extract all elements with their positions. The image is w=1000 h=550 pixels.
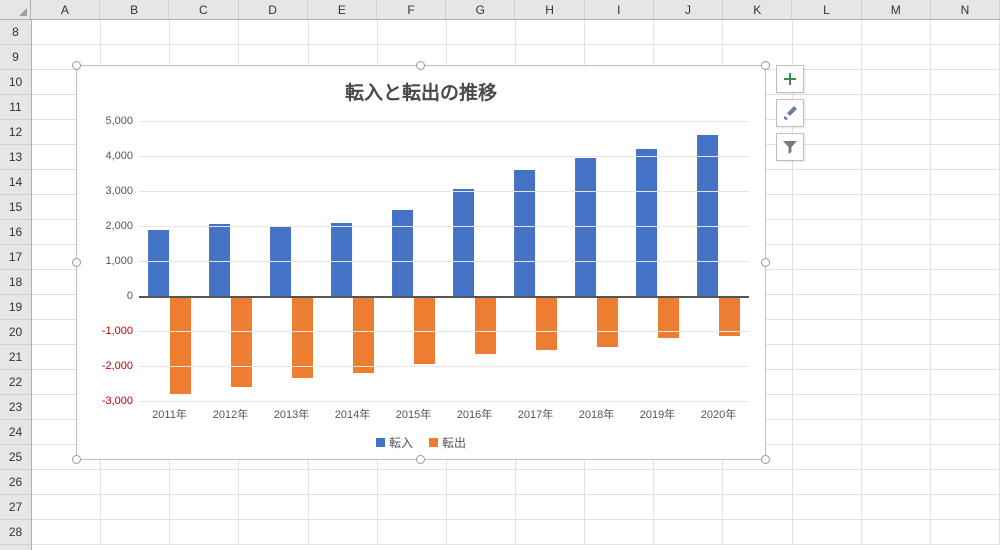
legend-item[interactable]: 転入	[376, 434, 413, 451]
y-axis-tick: 1,000	[89, 255, 139, 267]
column-header[interactable]: D	[239, 0, 308, 19]
chart-plot-area[interactable]: -3,000-2,000-1,00001,0002,0003,0004,0005…	[139, 121, 749, 401]
row-header[interactable]: 20	[0, 320, 31, 345]
y-axis-tick: 5,000	[89, 115, 139, 127]
y-axis-tick: 4,000	[89, 150, 139, 162]
bar-転入[interactable]	[392, 210, 414, 296]
legend-item[interactable]: 転出	[429, 434, 466, 451]
column-header[interactable]: F	[377, 0, 446, 19]
x-axis-label: 2013年	[261, 406, 322, 422]
resize-handle-t[interactable]	[416, 61, 425, 70]
column-header[interactable]: L	[792, 0, 861, 19]
row-header[interactable]: 27	[0, 495, 31, 520]
resize-handle-b[interactable]	[416, 455, 425, 464]
bar-転入[interactable]	[636, 149, 658, 296]
row-header[interactable]: 16	[0, 220, 31, 245]
x-axis-label: 2020年	[688, 406, 749, 422]
select-all-corner[interactable]	[0, 0, 31, 19]
row-header[interactable]: 15	[0, 195, 31, 220]
x-axis-label: 2015年	[383, 406, 444, 422]
legend-swatch	[429, 438, 438, 447]
x-axis-label: 2014年	[322, 406, 383, 422]
filter-icon	[782, 139, 798, 155]
bar-転出[interactable]	[353, 296, 375, 373]
resize-handle-tl[interactable]	[72, 61, 81, 70]
column-header[interactable]: G	[446, 0, 515, 19]
chart-styles-button[interactable]	[776, 99, 804, 127]
resize-handle-l[interactable]	[72, 258, 81, 267]
row-header[interactable]: 24	[0, 420, 31, 445]
column-header[interactable]: C	[169, 0, 238, 19]
column-header[interactable]: M	[862, 0, 931, 19]
plus-icon	[782, 71, 798, 87]
y-axis-tick: -3,000	[89, 395, 139, 407]
column-header[interactable]: A	[31, 0, 100, 19]
bar-転出[interactable]	[536, 296, 558, 350]
bar-転入[interactable]	[148, 230, 170, 297]
spreadsheet-sheet: ABCDEFGHIJKLMN 8910111213141516171819202…	[0, 0, 1000, 550]
row-header[interactable]: 10	[0, 70, 31, 95]
chart-elements-button[interactable]	[776, 65, 804, 93]
row-header[interactable]: 11	[0, 95, 31, 120]
x-axis-label: 2011年	[139, 406, 200, 422]
row-header[interactable]: 12	[0, 120, 31, 145]
resize-handle-bl[interactable]	[72, 455, 81, 464]
x-axis-label: 2019年	[627, 406, 688, 422]
row-header[interactable]: 9	[0, 45, 31, 70]
column-header[interactable]: E	[308, 0, 377, 19]
y-axis-tick: 3,000	[89, 185, 139, 197]
bar-転入[interactable]	[514, 170, 536, 296]
row-header[interactable]: 21	[0, 345, 31, 370]
resize-handle-br[interactable]	[761, 455, 770, 464]
column-header[interactable]: N	[931, 0, 1000, 19]
row-header[interactable]: 25	[0, 445, 31, 470]
bar-転入[interactable]	[453, 189, 475, 296]
y-axis-tick: -1,000	[89, 325, 139, 337]
x-axis-label: 2012年	[200, 406, 261, 422]
row-header[interactable]: 26	[0, 470, 31, 495]
bar-転出[interactable]	[170, 296, 192, 394]
resize-handle-tr[interactable]	[761, 61, 770, 70]
row-header[interactable]: 28	[0, 520, 31, 545]
chart-legend[interactable]: 転入 転出	[77, 434, 765, 451]
column-header[interactable]: B	[100, 0, 169, 19]
x-axis-label: 2017年	[505, 406, 566, 422]
bar-転入[interactable]	[331, 223, 353, 297]
brush-icon	[782, 105, 798, 121]
row-header[interactable]: 13	[0, 145, 31, 170]
column-header[interactable]: J	[654, 0, 723, 19]
column-header[interactable]: K	[723, 0, 792, 19]
y-axis-tick: -2,000	[89, 360, 139, 372]
chart-filter-button[interactable]	[776, 133, 804, 161]
chart-side-buttons	[776, 65, 806, 167]
legend-label: 転出	[442, 434, 466, 451]
bar-転出[interactable]	[231, 296, 253, 387]
legend-label: 転入	[389, 434, 413, 451]
row-header[interactable]: 18	[0, 270, 31, 295]
x-axis-label: 2018年	[566, 406, 627, 422]
column-header[interactable]: I	[585, 0, 654, 19]
column-header[interactable]: H	[515, 0, 584, 19]
y-axis-tick: 0	[89, 290, 139, 302]
chart-object[interactable]: 転入と転出の推移 -3,000-2,000-1,00001,0002,0003,…	[76, 65, 766, 460]
row-header[interactable]: 19	[0, 295, 31, 320]
row-header[interactable]: 22	[0, 370, 31, 395]
x-axis-label: 2016年	[444, 406, 505, 422]
chart-title[interactable]: 転入と転出の推移	[77, 66, 765, 109]
row-header[interactable]: 17	[0, 245, 31, 270]
bar-転出[interactable]	[597, 296, 619, 347]
resize-handle-r[interactable]	[761, 258, 770, 267]
row-header[interactable]: 23	[0, 395, 31, 420]
row-header[interactable]: 8	[0, 20, 31, 45]
bar-転出[interactable]	[475, 296, 497, 354]
column-headers: ABCDEFGHIJKLMN	[0, 0, 1000, 20]
row-headers: 8910111213141516171819202122232425262728	[0, 20, 32, 550]
row-header[interactable]: 14	[0, 170, 31, 195]
bar-転入[interactable]	[697, 135, 719, 296]
chart-x-labels: 2011年2012年2013年2014年2015年2016年2017年2018年…	[139, 406, 749, 422]
y-axis-tick: 2,000	[89, 220, 139, 232]
legend-swatch	[376, 438, 385, 447]
